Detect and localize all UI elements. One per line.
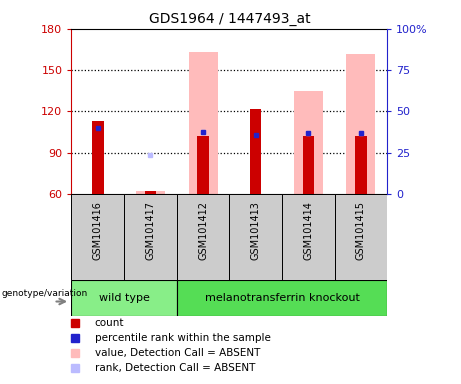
Bar [250, 109, 261, 194]
Text: GSM101417: GSM101417 [145, 201, 155, 260]
Bar [335, 194, 387, 280]
Text: GSM101414: GSM101414 [303, 201, 313, 260]
Bar [189, 52, 218, 194]
Text: rank, Detection Call = ABSENT: rank, Detection Call = ABSENT [95, 363, 255, 373]
Bar [355, 136, 366, 194]
Bar [71, 194, 124, 280]
Title: GDS1964 / 1447493_at: GDS1964 / 1447493_at [148, 12, 310, 26]
Bar [71, 280, 177, 316]
Bar [136, 191, 165, 194]
Text: melanotransferrin knockout: melanotransferrin knockout [205, 293, 360, 303]
Bar [177, 194, 229, 280]
Text: genotype/variation: genotype/variation [1, 289, 88, 298]
Text: value, Detection Call = ABSENT: value, Detection Call = ABSENT [95, 348, 260, 358]
Text: GSM101416: GSM101416 [93, 201, 103, 260]
Text: wild type: wild type [99, 293, 149, 303]
Bar [145, 191, 156, 194]
Text: percentile rank within the sample: percentile rank within the sample [95, 333, 271, 343]
Bar [229, 194, 282, 280]
Bar [282, 194, 335, 280]
Text: GSM101413: GSM101413 [251, 201, 260, 260]
Bar [197, 136, 209, 194]
Bar [302, 136, 314, 194]
Text: GSM101415: GSM101415 [356, 201, 366, 260]
Bar [124, 194, 177, 280]
Bar [347, 53, 375, 194]
Bar [92, 121, 104, 194]
Bar [177, 280, 387, 316]
Text: count: count [95, 318, 124, 328]
Text: GSM101412: GSM101412 [198, 201, 208, 260]
Bar [294, 91, 323, 194]
